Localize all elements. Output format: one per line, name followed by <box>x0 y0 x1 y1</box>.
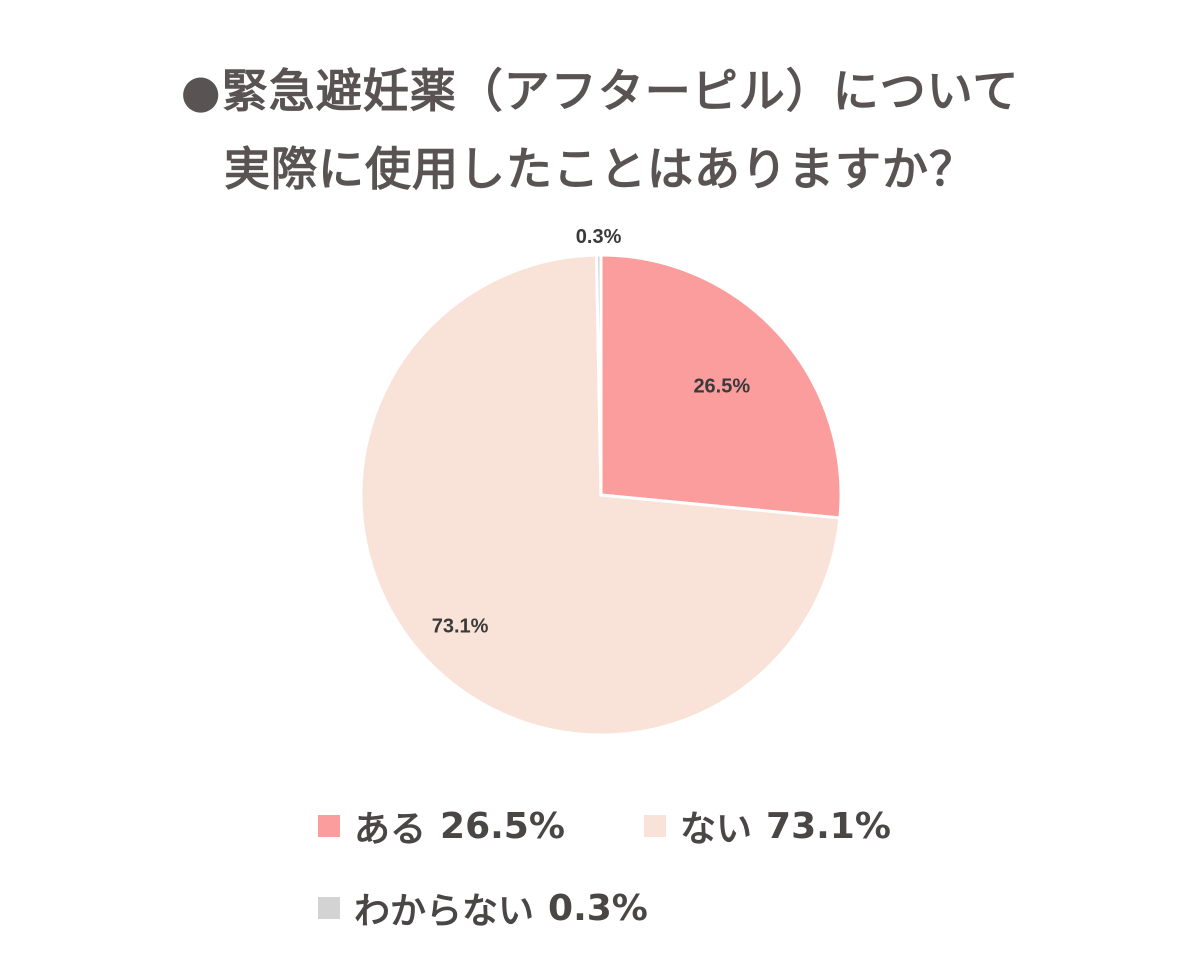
legend-item-aru: ある 26.5% <box>318 800 565 852</box>
legend-item-wakaranai: わからない 0.3% <box>318 882 648 934</box>
legend: ある 26.5% ない 73.1% わからない 0.3% <box>318 800 1018 950</box>
legend-swatch-aru <box>318 815 340 837</box>
legend-value-wakaranai: 0.3% <box>548 887 648 929</box>
chart-title-line-2: 実際に使用したことはありますか？ <box>224 142 976 196</box>
legend-swatch-wakaranai <box>318 897 340 919</box>
chart-title-line-1: ●緊急避妊薬（アフターピル）について <box>180 64 1020 118</box>
legend-value-nai: 73.1% <box>766 805 891 847</box>
legend-value-aru: 26.5% <box>440 805 565 847</box>
chart-title: ●緊急避妊薬（アフターピル）について 実際に使用したことはありますか？ <box>0 52 1200 208</box>
legend-swatch-nai <box>644 815 666 837</box>
pie-slice-aru <box>599 253 843 520</box>
legend-label-aru: ある <box>354 809 427 850</box>
pie-label-wakaranai: 0.3% <box>576 226 622 248</box>
legend-label-nai: ない <box>680 809 753 850</box>
pie-slice-wakaranai <box>594 253 603 497</box>
legend-item-nai: ない 73.1% <box>644 800 891 852</box>
pie-label-nai: 73.1% <box>432 615 489 637</box>
pie-label-aru: 26.5% <box>693 375 750 397</box>
legend-label-wakaranai: わからない <box>354 891 535 932</box>
